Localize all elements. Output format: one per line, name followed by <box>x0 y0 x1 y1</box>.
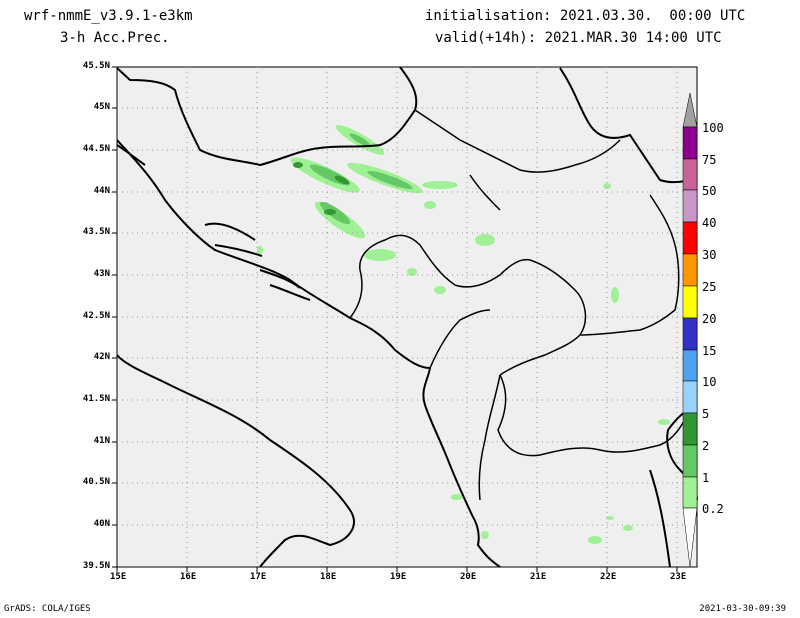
legend <box>682 92 698 568</box>
valid-time: valid(+14h): 2021.MAR.30 14:00 UTC <box>435 30 722 46</box>
legend-base <box>682 507 698 568</box>
legend-label: 40 <box>702 216 717 230</box>
lat-label: 44.5N <box>82 144 110 154</box>
lon-label: 15E <box>110 572 127 582</box>
legend-label: 15 <box>702 344 717 358</box>
field-label: 3-h Acc.Prec. <box>60 30 170 46</box>
lon-label: 19E <box>390 572 407 582</box>
lon-label: 23E <box>670 572 687 582</box>
lat-label: 43.5N <box>82 227 110 237</box>
lon-label: 21E <box>530 572 547 582</box>
lat-label: 42.5N <box>82 311 110 321</box>
credit-label: GrADS: COLA/IGES <box>4 604 91 614</box>
lat-label: 43N <box>93 269 110 279</box>
lon-label: 18E <box>320 572 337 582</box>
legend-label: 10 <box>702 375 717 389</box>
lat-label: 40N <box>93 519 110 529</box>
precip-areas-heavy <box>293 162 350 215</box>
lat-label: 41.5N <box>82 394 110 404</box>
lat-label: 41N <box>93 436 110 446</box>
legend-label: 0.2 <box>702 502 724 516</box>
coastlines <box>116 66 698 568</box>
lon-label: 22E <box>600 572 617 582</box>
legend-label: 100 <box>702 121 724 135</box>
legend-label: 75 <box>702 153 717 167</box>
lat-label: 45N <box>93 102 110 112</box>
legend-label: 5 <box>702 407 710 421</box>
lon-label: 20E <box>460 572 477 582</box>
axis-ticks <box>112 66 678 572</box>
init-time: initialisation: 2021.03.30. 00:00 UTC <box>425 8 746 24</box>
lat-label: 45.5N <box>82 61 110 71</box>
timestamp-label: 2021-03-30-09:39 <box>699 604 786 614</box>
lon-label: 17E <box>250 572 267 582</box>
legend-label: 20 <box>702 312 717 326</box>
lon-label: 16E <box>180 572 197 582</box>
lat-label: 39.5N <box>82 561 110 571</box>
model-label: wrf-nmmE_v3.9.1-e3km <box>24 8 193 24</box>
legend-label: 25 <box>702 280 717 294</box>
lat-label: 42N <box>93 352 110 362</box>
country-borders <box>349 109 691 501</box>
legend-label: 2 <box>702 439 710 453</box>
lat-label: 40.5N <box>82 477 110 487</box>
lat-label: 44N <box>93 186 110 196</box>
legend-label: 50 <box>702 184 717 198</box>
legend-label: 1 <box>702 471 710 485</box>
legend-label: 30 <box>702 248 717 262</box>
